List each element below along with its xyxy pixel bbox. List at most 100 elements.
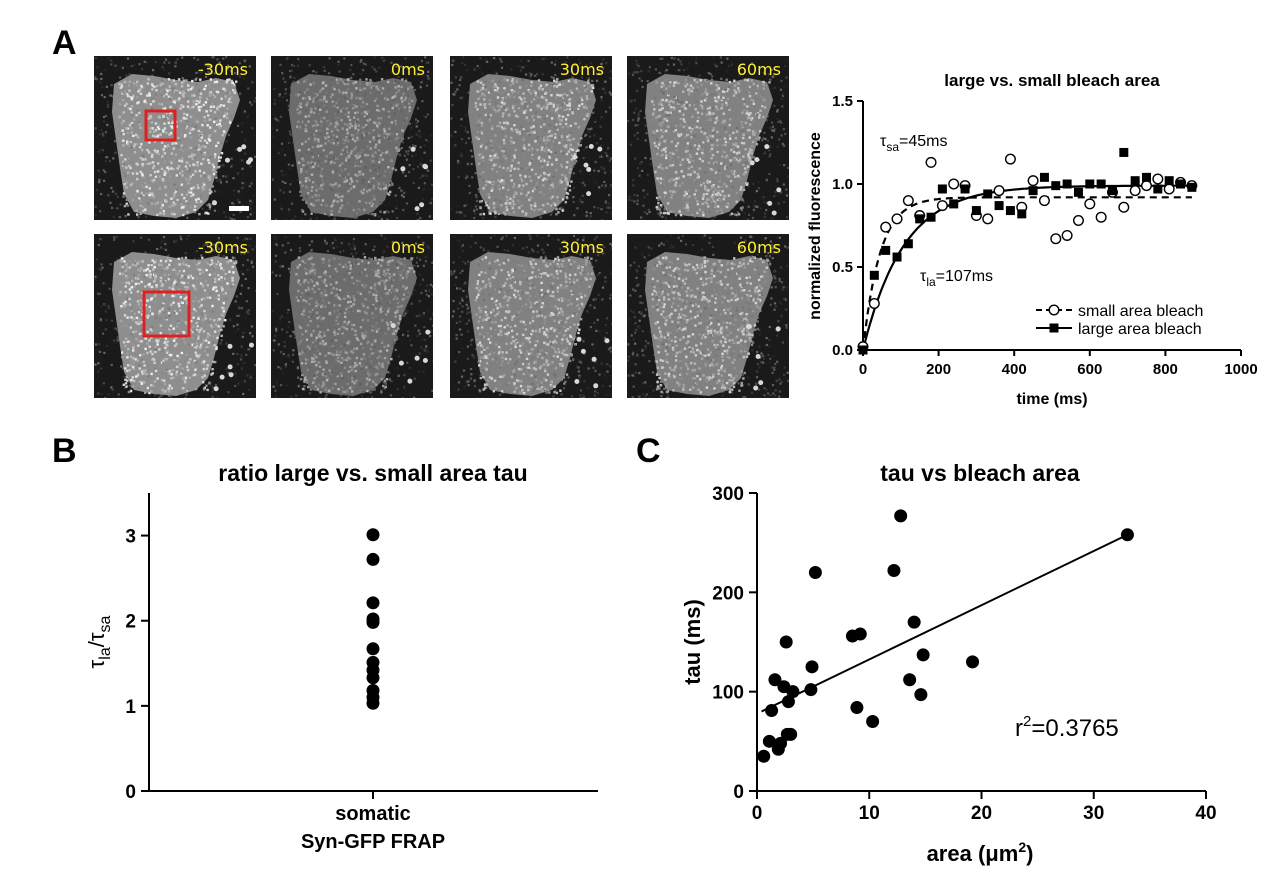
chart-a-y-tick-label: 0.5 [832, 259, 853, 276]
panel-letter-b: B [52, 432, 77, 470]
chart-a-point-small [993, 185, 1005, 197]
chart-a-point-large [869, 270, 879, 280]
chart-a-point-small [1152, 173, 1164, 185]
micrograph-r2-c1: -30ms [94, 234, 256, 398]
micrograph-time-label: 0ms [390, 60, 425, 79]
chart-a-point-large [1028, 186, 1038, 196]
micrograph-r2-c3: 30ms [450, 234, 612, 398]
chart-c-point [757, 749, 771, 763]
chart-a-title: large vs. small bleach area [944, 71, 1160, 90]
chart-a-point-small [925, 156, 937, 168]
chart-c-point [907, 615, 921, 629]
chart-a-point-large [1073, 187, 1083, 197]
chart-b-title: ratio large vs. small area tau [218, 460, 527, 486]
micrograph-time-label: -30ms [197, 60, 248, 79]
chart-c-y-tick-label: 200 [712, 583, 744, 604]
chart-a-point-large [1017, 209, 1027, 219]
chart-c-point [765, 704, 779, 718]
chart-a-x-tick-label: 200 [926, 361, 951, 378]
chart-b-category-line2: Syn-GFP FRAP [301, 831, 445, 853]
chart-a-point-small [982, 213, 994, 225]
chart-a-point-small [902, 195, 914, 207]
chart-b-y-tick-label: 0 [125, 782, 136, 803]
chart-b-point [366, 596, 380, 610]
chart-c: tau vs bleach area 0 10 20 30 40 0 100 200 300 are… [680, 460, 1217, 866]
chart-a-point-large [937, 184, 947, 194]
chart-c-title: tau vs bleach area [880, 460, 1080, 486]
chart-a-x-tick-label: 400 [1002, 361, 1027, 378]
chart-a-point-small [1095, 211, 1107, 223]
chart-b-ylabel: τla/τsa [84, 615, 114, 668]
chart-c-y-tick-label: 100 [712, 683, 744, 704]
chart-a-point-small [1140, 180, 1152, 192]
chart-a-point-small [1084, 198, 1096, 210]
panel-letter-a: A [52, 24, 77, 62]
chart-a-point-small [1061, 229, 1073, 241]
chart-c-point [784, 727, 798, 741]
chart-a-point-large [903, 239, 913, 249]
panel-letter-c: C [636, 432, 661, 470]
chart-c-xlabel: area (μm2) [927, 839, 1034, 866]
chart-c-x-tick-label: 10 [859, 803, 880, 824]
chart-a-point-large [1062, 179, 1072, 189]
chart-c-y-tick-label: 0 [733, 782, 744, 803]
chart-a-annotation-tau-sa: τsa=45ms [880, 133, 947, 154]
chart-a-point-small [868, 298, 880, 310]
micrograph-r1-c3: 30ms [450, 56, 612, 220]
chart-a-point-large [949, 199, 959, 209]
chart-b-point [366, 642, 380, 656]
chart-a-point-small [1027, 175, 1039, 187]
chart-a-y-tick-label: 1.5 [832, 93, 853, 110]
chart-a-point-large [1096, 179, 1106, 189]
chart-a-x-tick-label: 0 [859, 361, 867, 378]
micrograph-r2-c2: 0ms [271, 234, 433, 398]
chart-c-point [903, 673, 917, 687]
chart-b-y-tick-label: 3 [125, 527, 136, 548]
chart-a-point-large [983, 189, 993, 199]
chart-b-point [366, 696, 380, 710]
chart-c-point [779, 635, 793, 649]
chart-a-point-large [1176, 179, 1186, 189]
chart-c-x-tick-label: 30 [1083, 803, 1104, 824]
chart-c-point [966, 655, 980, 669]
micrograph-time-label: -30ms [197, 238, 248, 257]
chart-c-point [781, 695, 795, 709]
chart-a-point-small [1163, 183, 1175, 195]
chart-a-point-large [1187, 182, 1197, 192]
chart-a-legend-marker-large [1049, 323, 1059, 333]
chart-a-legend-marker-small [1048, 304, 1060, 316]
chart-b-point [366, 528, 380, 542]
chart-a-x-tick-label: 800 [1153, 361, 1178, 378]
micrograph-r1-c4: 60ms [627, 56, 789, 220]
chart-c-point [805, 660, 819, 674]
micrograph-r1-c1: -30ms [94, 56, 256, 220]
chart-a-point-large [994, 201, 1004, 211]
chart-a-point-large [926, 212, 936, 222]
chart-a-x-tick-label: 600 [1077, 361, 1102, 378]
chart-a-x-tick-label: 1000 [1224, 361, 1257, 378]
chart-c-point [774, 736, 788, 750]
chart-a-point-small [1038, 195, 1050, 207]
chart-a-point-small [1129, 185, 1141, 197]
micrograph-time-label: 30ms [559, 238, 604, 257]
micrograph-time-label: 30ms [559, 60, 604, 79]
chart-a-point-large [971, 206, 981, 216]
chart-a: large vs. small bleach area 0 200 400 600 800… [807, 71, 1258, 408]
micrograph-time-label: 0ms [390, 238, 425, 257]
chart-a-point-large [1051, 181, 1061, 191]
chart-a-point-large [960, 184, 970, 194]
chart-a-point-large [1119, 147, 1129, 157]
chart-c-point [853, 627, 867, 641]
chart-c-point [887, 563, 901, 577]
micrograph-time-label: 60ms [736, 60, 781, 79]
micrograph-time-label: 60ms [736, 238, 781, 257]
chart-a-point-large [858, 345, 868, 355]
chart-a-legend-label-large: large area bleach [1078, 321, 1202, 338]
chart-c-x-tick-label: 40 [1195, 803, 1216, 824]
chart-a-point-small [1050, 233, 1062, 245]
chart-c-point [866, 714, 880, 728]
chart-c-point [1120, 528, 1134, 542]
chart-c-x-tick-label: 0 [752, 803, 763, 824]
bleach-box-large [142, 290, 191, 338]
chart-b-category-line1: somatic [335, 803, 411, 825]
